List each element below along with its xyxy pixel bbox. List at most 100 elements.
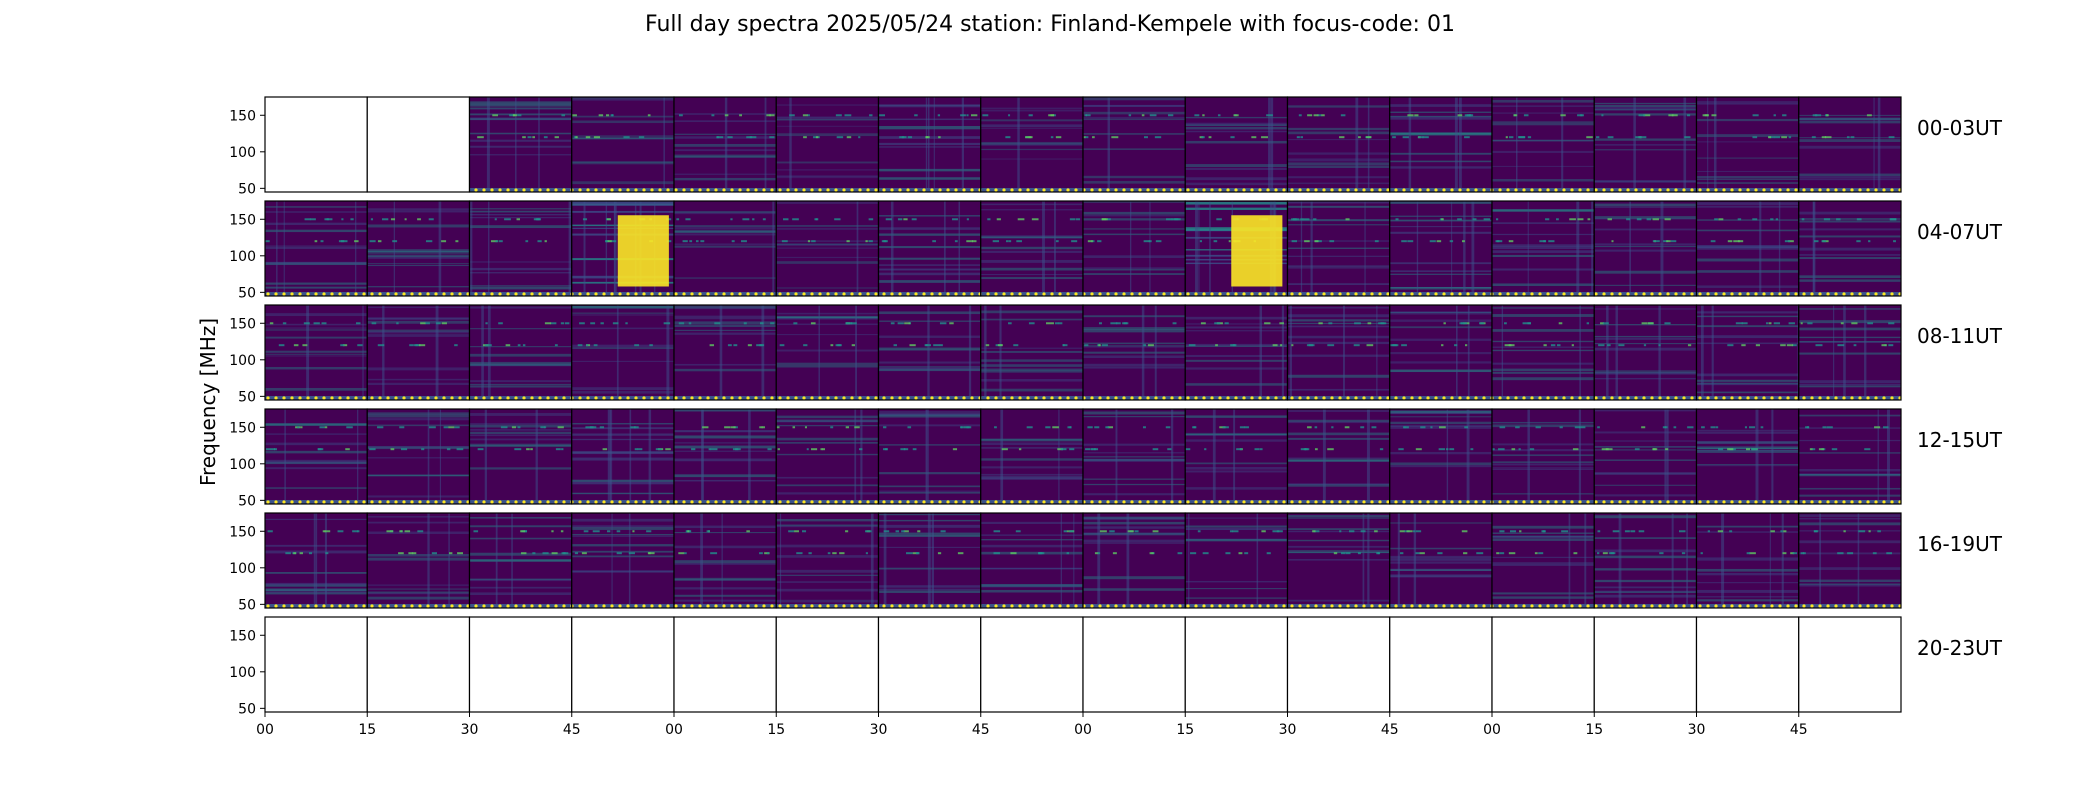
spectrum-line bbox=[1233, 114, 1239, 117]
spectrum-band bbox=[674, 318, 777, 320]
spectrum-line bbox=[1143, 240, 1150, 243]
spectrum-streak bbox=[1366, 409, 1370, 504]
spectrum-band bbox=[571, 527, 674, 530]
spectrum-band bbox=[878, 269, 981, 271]
spectrum-line bbox=[1602, 322, 1609, 325]
spectrum-band bbox=[1287, 437, 1390, 440]
spectrum-band bbox=[367, 446, 470, 450]
spectrum-line bbox=[815, 218, 819, 221]
calibration-strip bbox=[980, 292, 1083, 296]
spectrum-line bbox=[1770, 218, 1774, 221]
spectrum-streak bbox=[1451, 201, 1453, 296]
spectrum-band bbox=[1594, 335, 1697, 338]
calibration-strip bbox=[265, 396, 368, 400]
spectrum-streak bbox=[1618, 513, 1622, 608]
spectrum-band bbox=[469, 107, 572, 110]
spectrum-streak bbox=[1343, 305, 1345, 400]
spectrum-line bbox=[1556, 218, 1559, 221]
spectrum-streak bbox=[324, 513, 328, 608]
spectrum-line bbox=[1018, 448, 1022, 451]
spectrum-band bbox=[674, 545, 777, 549]
spectrum-band bbox=[1287, 457, 1390, 459]
spectrum-panel bbox=[1185, 409, 1288, 504]
spectrum-line bbox=[1666, 240, 1671, 243]
spectrum-band bbox=[367, 446, 470, 449]
spectrum-band bbox=[1696, 258, 1799, 262]
spectrum-band bbox=[1492, 463, 1595, 466]
y-axis-label: Frequency [MHz] bbox=[196, 318, 220, 486]
spectrum-line bbox=[441, 240, 447, 243]
spectrum-band bbox=[1083, 111, 1186, 115]
spectrum-line bbox=[966, 426, 972, 429]
spectrum-band bbox=[367, 596, 470, 600]
spectrum-line bbox=[1586, 322, 1590, 325]
spectrum-line bbox=[630, 426, 636, 429]
spectrum-streak bbox=[276, 201, 278, 296]
spectrum-line bbox=[1194, 114, 1200, 117]
spectrum-panel bbox=[571, 513, 674, 608]
spectrum-band bbox=[980, 466, 1083, 469]
spectrum-panel bbox=[1389, 305, 1492, 400]
spectrum-line bbox=[1601, 448, 1609, 451]
spectrum-streak bbox=[1467, 305, 1470, 400]
spectrum-band bbox=[1594, 446, 1697, 448]
spectrum-band bbox=[1492, 368, 1595, 372]
spectrum-band bbox=[980, 379, 1083, 382]
spectrum-band bbox=[1696, 118, 1799, 122]
spectrum-streak bbox=[382, 305, 385, 400]
spectrum-line bbox=[1784, 240, 1791, 243]
spectrum-band bbox=[1389, 574, 1492, 578]
spectrum-line bbox=[523, 530, 528, 533]
spectrum-line bbox=[1429, 240, 1436, 243]
spectrum-band bbox=[1389, 166, 1492, 169]
spectrum-band bbox=[1287, 307, 1390, 309]
calibration-strip bbox=[367, 292, 470, 296]
spectrum-band bbox=[1798, 254, 1901, 256]
spectrum-band bbox=[1389, 557, 1492, 560]
spectrum-line bbox=[993, 530, 1001, 533]
spectrum-line bbox=[1280, 344, 1283, 347]
spectrum-line bbox=[610, 240, 617, 243]
spectrum-band bbox=[469, 363, 572, 367]
spectrum-band bbox=[469, 380, 572, 383]
spectrum-streak bbox=[313, 513, 316, 608]
spectrum-line bbox=[1300, 218, 1304, 221]
spectrum-band bbox=[1083, 526, 1186, 529]
spectrum-line bbox=[1647, 322, 1654, 325]
spectrum-line bbox=[1216, 218, 1222, 221]
spectrum-line bbox=[371, 322, 377, 325]
spectrum-band bbox=[1594, 246, 1697, 248]
spectrum-band bbox=[1798, 211, 1901, 215]
spectrum-band bbox=[1492, 244, 1595, 247]
spectrum-streak bbox=[818, 305, 820, 400]
spectrum-panel bbox=[1594, 97, 1697, 192]
spectrum-band bbox=[1798, 176, 1901, 179]
spectrum-band bbox=[1594, 243, 1697, 246]
spectrum-band bbox=[1083, 181, 1186, 184]
row-label: 00-03UT bbox=[1917, 116, 2003, 140]
spectrum-band bbox=[674, 305, 777, 309]
spectrum-line bbox=[1031, 218, 1039, 221]
spectrum-band bbox=[1492, 493, 1595, 495]
spectrum-band bbox=[469, 261, 572, 263]
spectrum-streak bbox=[1466, 409, 1470, 504]
spectrum-line bbox=[377, 344, 385, 347]
spectrum-line bbox=[377, 240, 382, 243]
spectrum-band bbox=[674, 225, 777, 228]
spectrum-line bbox=[997, 344, 1003, 347]
empty-panel bbox=[1185, 617, 1288, 712]
spectrum-streak bbox=[469, 201, 473, 296]
spectrum-line bbox=[449, 552, 453, 555]
spectrum-streak bbox=[1376, 305, 1378, 400]
spectrum-band bbox=[1287, 558, 1390, 561]
spectrum-band bbox=[571, 327, 674, 330]
spectrum-line bbox=[1851, 322, 1858, 325]
spectrum-line bbox=[1550, 344, 1556, 347]
spectrum-band bbox=[1185, 167, 1288, 171]
spectrum-line bbox=[1792, 552, 1798, 555]
spectrum-line bbox=[1877, 530, 1881, 533]
spectrum-band bbox=[1798, 220, 1901, 223]
spectrum-line bbox=[806, 448, 809, 451]
spectrum-band bbox=[674, 594, 777, 597]
spectrum-band bbox=[1185, 434, 1288, 436]
